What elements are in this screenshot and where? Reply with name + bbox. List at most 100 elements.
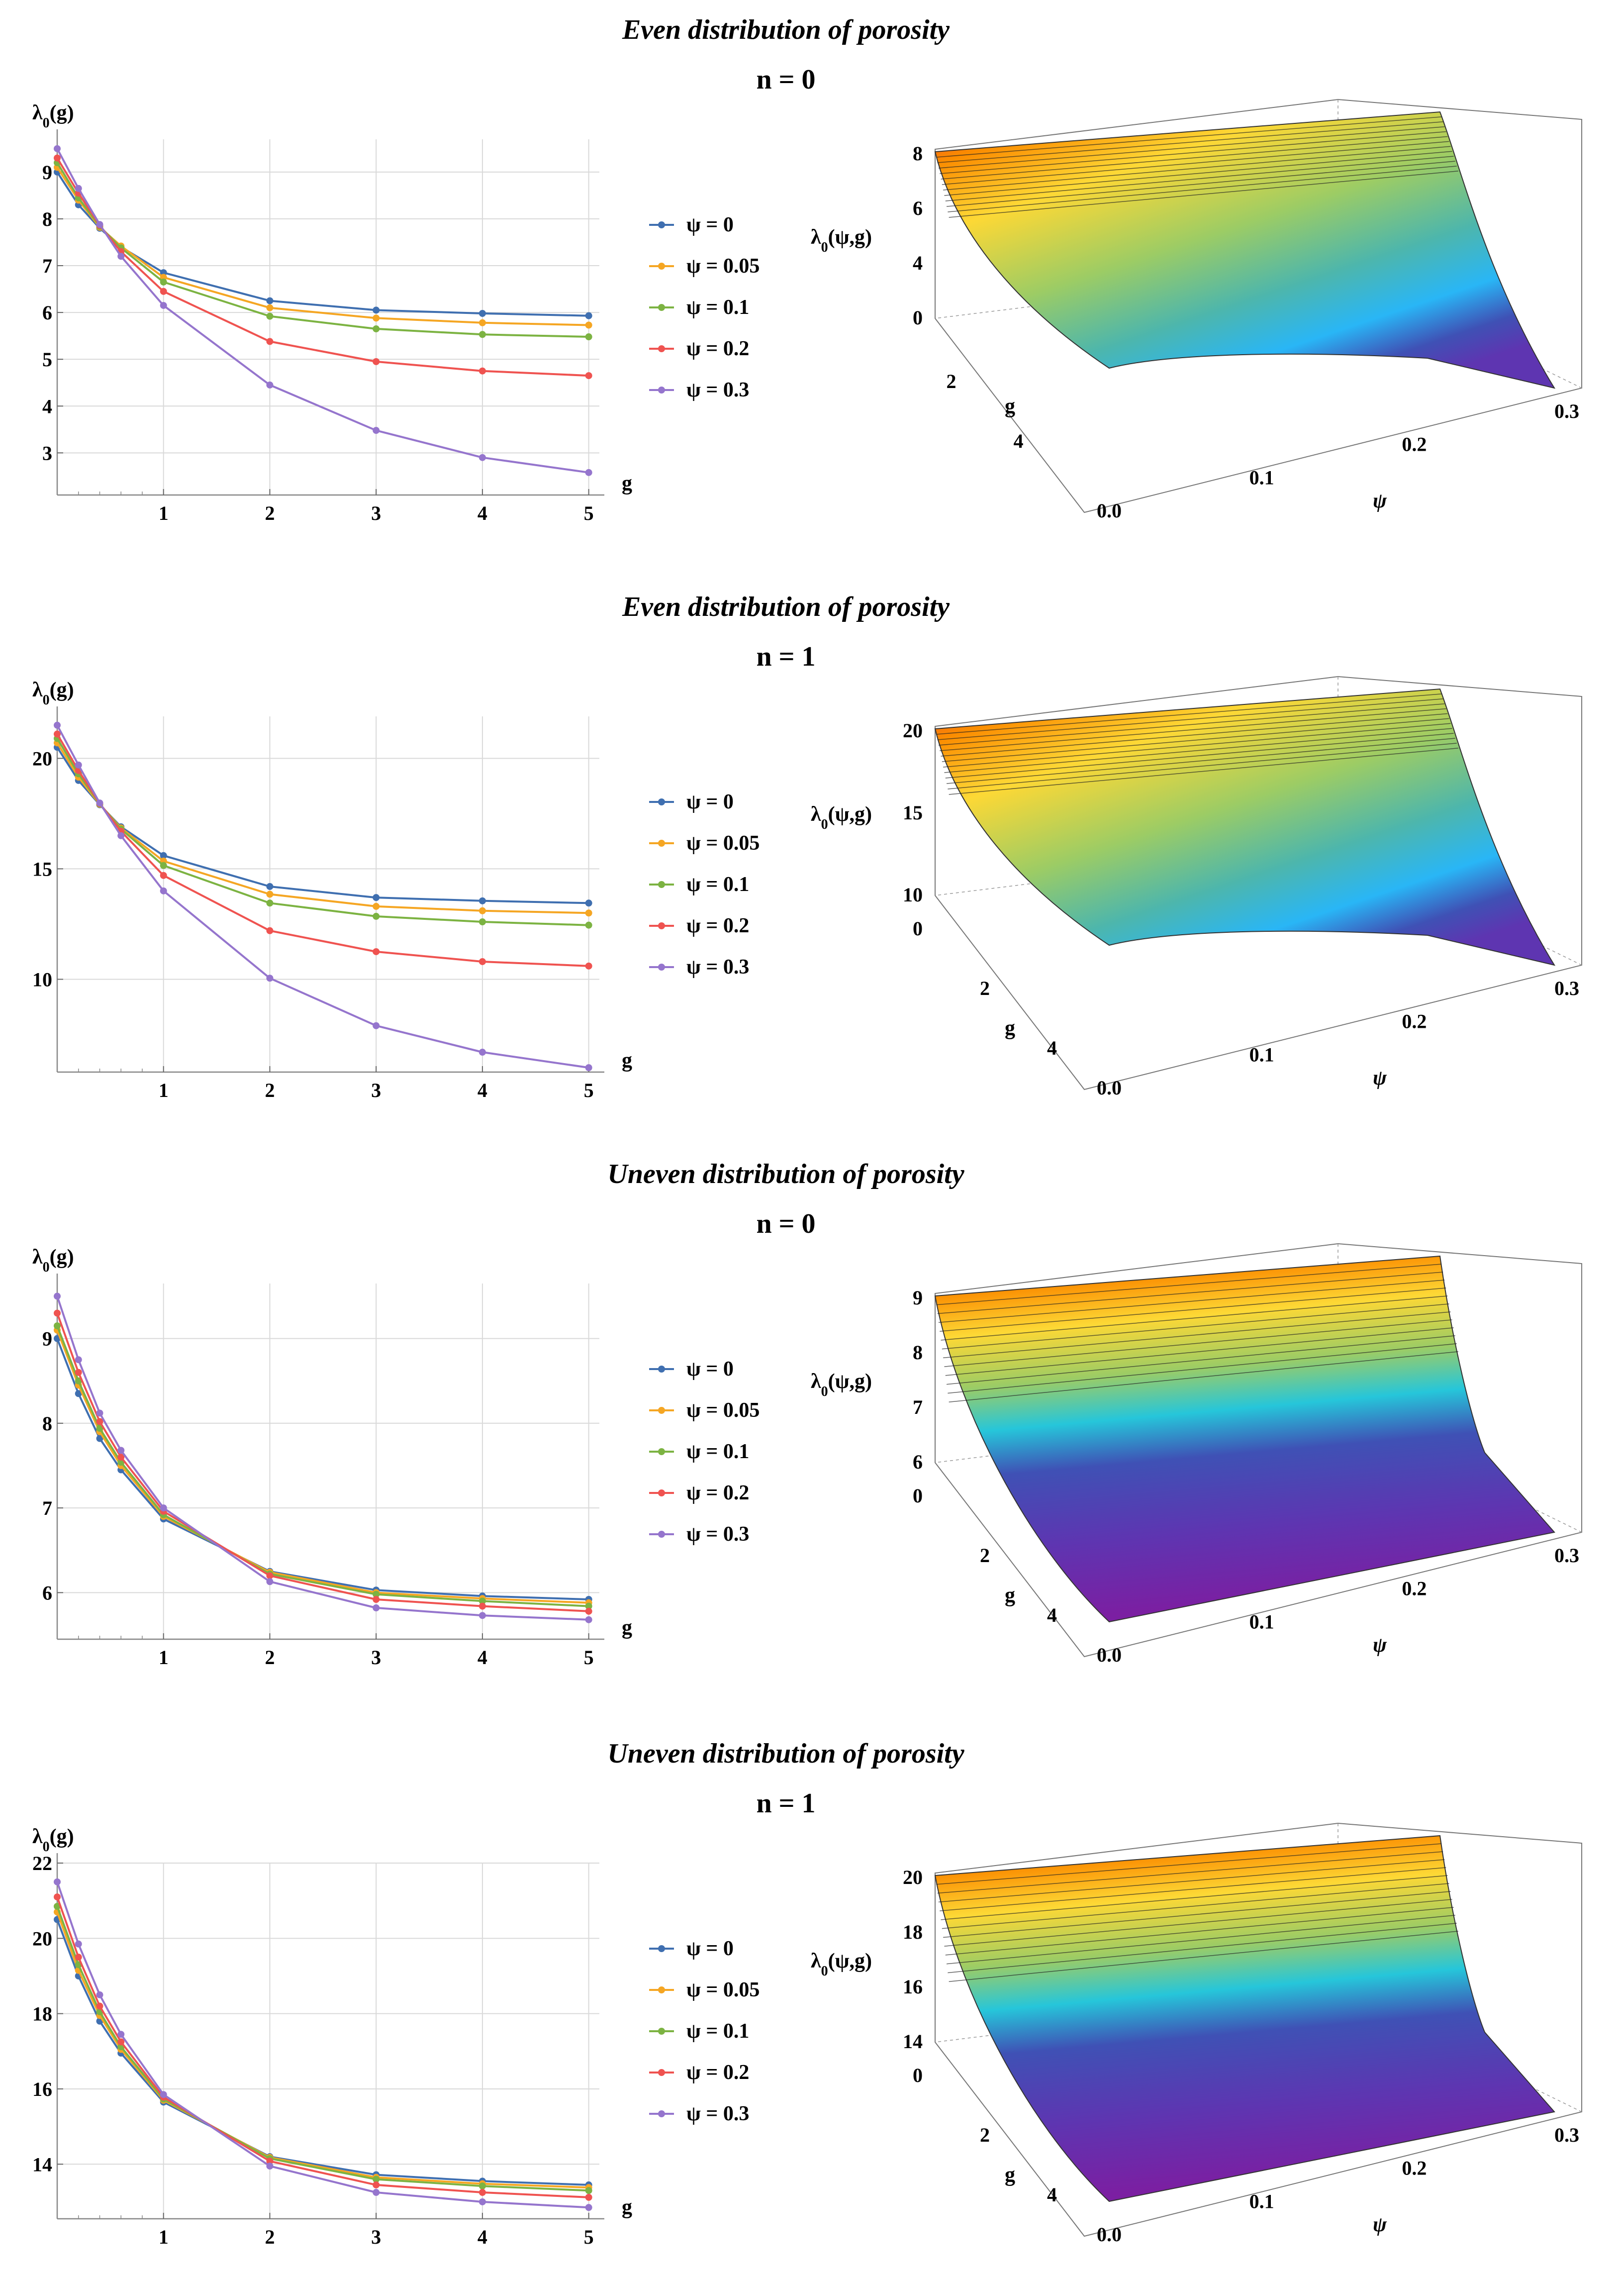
data-point <box>585 2204 592 2211</box>
x-tick-label: 2 <box>265 1079 275 1101</box>
surface-g-tick: 4 <box>1047 1037 1057 1059</box>
surface-contour <box>948 743 1457 790</box>
surface-psi-tick: 0.2 <box>1402 2157 1427 2179</box>
data-point <box>585 899 592 907</box>
surface-psi-tick: 0.3 <box>1554 977 1579 999</box>
data-point <box>478 319 486 326</box>
x-tick-label: 5 <box>584 1646 594 1669</box>
data-point <box>585 1602 592 1610</box>
legend-label: ψ = 0 <box>686 213 734 236</box>
surface-contour <box>940 131 1446 174</box>
surface-contour <box>938 1280 1445 1323</box>
legend-entry-2: ψ = 0.05 <box>649 1399 760 1422</box>
data-point <box>266 297 274 304</box>
data-point <box>478 2198 486 2205</box>
data-point <box>160 2091 167 2098</box>
surface-g-label: g <box>1005 1584 1015 1607</box>
data-point <box>373 902 380 910</box>
surface-contour <box>942 141 1449 185</box>
legend-entry-2: ψ = 0.05 <box>649 832 760 855</box>
surface-psi-tick: 0.2 <box>1402 1578 1427 1600</box>
series-line-2 <box>56 1329 589 1604</box>
surface-g-tick: 2 <box>980 2124 990 2146</box>
y-tick-label: 6 <box>42 301 52 324</box>
surface-z-tick: 7 <box>913 1396 923 1418</box>
legend-entry-1: ψ = 0 <box>649 1937 734 1960</box>
x-tick-label: 5 <box>584 2226 594 2248</box>
y-tick-label: 14 <box>32 2153 52 2175</box>
legend-swatch-marker <box>658 1407 665 1414</box>
surface-z-tick: 20 <box>903 1866 923 1888</box>
x-tick-label: 1 <box>159 1646 169 1669</box>
x-tick-label: 4 <box>478 502 487 524</box>
x-tick-label: 4 <box>478 2226 487 2248</box>
x-tick-label: 2 <box>265 2226 275 2248</box>
surface-contour <box>945 1327 1454 1376</box>
data-point <box>96 1418 103 1425</box>
surface-z-tick: 8 <box>913 1341 923 1364</box>
legend-label: ψ = 0.05 <box>686 1399 760 1422</box>
surface-z-label: λ0(ψ,g) <box>811 1370 872 1399</box>
surface-contour <box>949 1351 1458 1402</box>
data-point <box>373 2181 380 2188</box>
surface-psi-tick: 0.3 <box>1554 2124 1579 2146</box>
surface-contour <box>941 136 1448 180</box>
legend-swatch-marker <box>658 2110 665 2117</box>
surface-z-tick: 6 <box>913 1451 923 1473</box>
surface-z-tick: 4 <box>913 252 923 274</box>
surface-contour <box>940 1287 1446 1332</box>
legend-entry-3: ψ = 0.1 <box>649 1440 749 1463</box>
surface-g-tick: 2 <box>980 977 990 999</box>
x-tick-label: 3 <box>371 1646 381 1669</box>
series-line-2 <box>56 1911 589 2189</box>
data-point <box>373 1595 380 1603</box>
data-point <box>478 331 486 338</box>
surface-mesh <box>934 111 1556 389</box>
legend-label: ψ = 0.2 <box>686 914 749 937</box>
data-point <box>266 975 274 982</box>
data-point <box>266 1572 274 1580</box>
surface-plot: λ0(ψ,g) 0 4 6 8 2 4 g 0.0 0.1 0.2 0.3 ψ <box>811 99 1582 522</box>
surface-plot: λ0(ψ,g) 14 16 18 20 0 2 4 g 0.0 0.1 0.2 0.3 ψ <box>811 1822 1582 2246</box>
surface-contour <box>945 1907 1454 1956</box>
data-point <box>54 1292 61 1300</box>
data-point <box>96 1425 103 1432</box>
legend-entry-3: ψ = 0.1 <box>649 296 749 319</box>
series-line-3 <box>56 1906 589 2192</box>
surface-z-tick: 16 <box>903 1976 923 1998</box>
x-tick-label: 4 <box>478 1646 487 1669</box>
data-point <box>160 278 167 286</box>
legend-entry-5: ψ = 0.3 <box>649 1523 749 1546</box>
series-line-5 <box>56 724 589 1069</box>
y-tick-label: 5 <box>42 348 52 371</box>
surface-contour <box>949 1931 1458 1982</box>
data-point <box>373 1022 380 1029</box>
x-tick-label: 3 <box>371 502 381 524</box>
data-point <box>266 312 274 320</box>
surface-g-tick: 0 <box>913 917 923 940</box>
surface-contour <box>947 738 1455 784</box>
data-point <box>160 288 167 295</box>
legend-entry-3: ψ = 0.1 <box>649 873 749 896</box>
surface-contour <box>936 1264 1442 1305</box>
data-point <box>585 1616 592 1623</box>
surface-mesh <box>934 688 1556 966</box>
series-line-1 <box>56 1338 589 1600</box>
legend-swatch-marker <box>658 840 665 847</box>
x-tick-label: 5 <box>584 502 594 524</box>
x-tick-label: 1 <box>159 502 169 524</box>
surface-mesh <box>934 1835 1555 2202</box>
data-point <box>117 832 125 839</box>
legend-entry-4: ψ = 0.2 <box>649 2061 749 2084</box>
data-point <box>160 301 167 309</box>
data-point <box>373 306 380 314</box>
surface-psi-tick: 0.1 <box>1249 1610 1274 1633</box>
surface-contour <box>944 1899 1452 1947</box>
y-tick-label: 20 <box>32 747 52 770</box>
y-tick-label: 16 <box>32 2078 52 2100</box>
data-point <box>266 883 274 890</box>
surface-contour <box>941 1295 1448 1341</box>
data-point <box>585 909 592 917</box>
data-point <box>266 899 274 907</box>
